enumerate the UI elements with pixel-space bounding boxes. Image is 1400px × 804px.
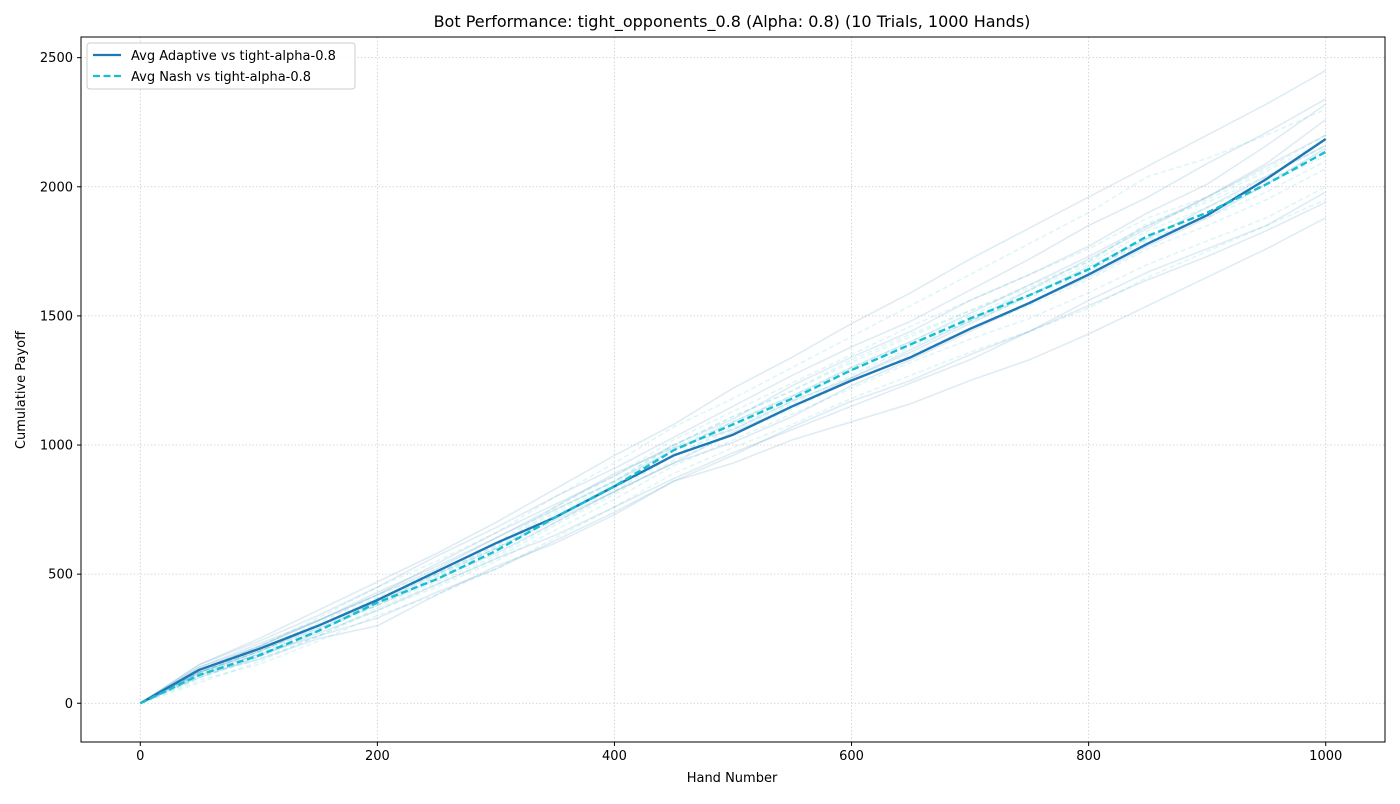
- trial-line-nash: [139, 134, 1327, 705]
- x-tick-label: 800: [1076, 749, 1101, 764]
- trial-line-adaptive: [139, 118, 1327, 704]
- y-tick-label: 0: [65, 697, 73, 712]
- legend-label-nash: Avg Nash vs tight-alpha-0.8: [131, 70, 311, 85]
- x-tick-label: 200: [365, 749, 390, 764]
- chart-title: Bot Performance: tight_opponents_0.8 (Al…: [434, 12, 1031, 32]
- trial-line-nash: [140, 186, 1327, 705]
- y-tick-label: 500: [48, 568, 73, 583]
- legend-box: [86, 42, 356, 90]
- trial-line-nash: [140, 198, 1327, 705]
- trial-line-adaptive: [139, 98, 1327, 704]
- trial-line-nash: [139, 108, 1327, 704]
- legend: Avg Adaptive vs tight-alpha-0.8 Avg Nash…: [86, 42, 356, 90]
- y-axis-label: Cumulative Payoff: [14, 330, 29, 449]
- trial-line-adaptive: [139, 103, 1327, 704]
- trial-line-adaptive: [139, 134, 1327, 704]
- trial-line-nash: [139, 160, 1327, 705]
- legend-label-adaptive: Avg Adaptive vs tight-alpha-0.8: [131, 49, 336, 64]
- trial-line-nash: [139, 144, 1327, 705]
- y-tick-label: 2500: [40, 51, 73, 66]
- x-tick-label: 1000: [1309, 749, 1342, 764]
- x-tick-label: 0: [136, 749, 144, 764]
- y-tick-label: 1500: [40, 309, 73, 324]
- average-lines: [139, 138, 1327, 705]
- y-tick-label: 2000: [40, 180, 73, 195]
- x-tick-label: 600: [839, 749, 864, 764]
- plot-frame: [80, 36, 1386, 743]
- x-tick-label: 400: [602, 749, 627, 764]
- trial-line-adaptive: [139, 217, 1327, 705]
- trial-lines: [139, 69, 1327, 705]
- series-line-nash: [139, 150, 1327, 705]
- y-axis-ticks: 0 500 1000 1500 2000 2500: [40, 51, 81, 712]
- trial-line-adaptive: [139, 201, 1327, 705]
- x-axis-ticks: 0 200 400 600 800 1000: [136, 742, 1342, 764]
- trial-line-adaptive: [139, 191, 1327, 705]
- trial-line-adaptive: [139, 69, 1327, 704]
- series-line-adaptive: [139, 138, 1327, 705]
- y-tick-label: 1000: [40, 439, 73, 454]
- x-axis-label: Hand Number: [687, 771, 778, 786]
- trial-line-nash: [139, 149, 1327, 705]
